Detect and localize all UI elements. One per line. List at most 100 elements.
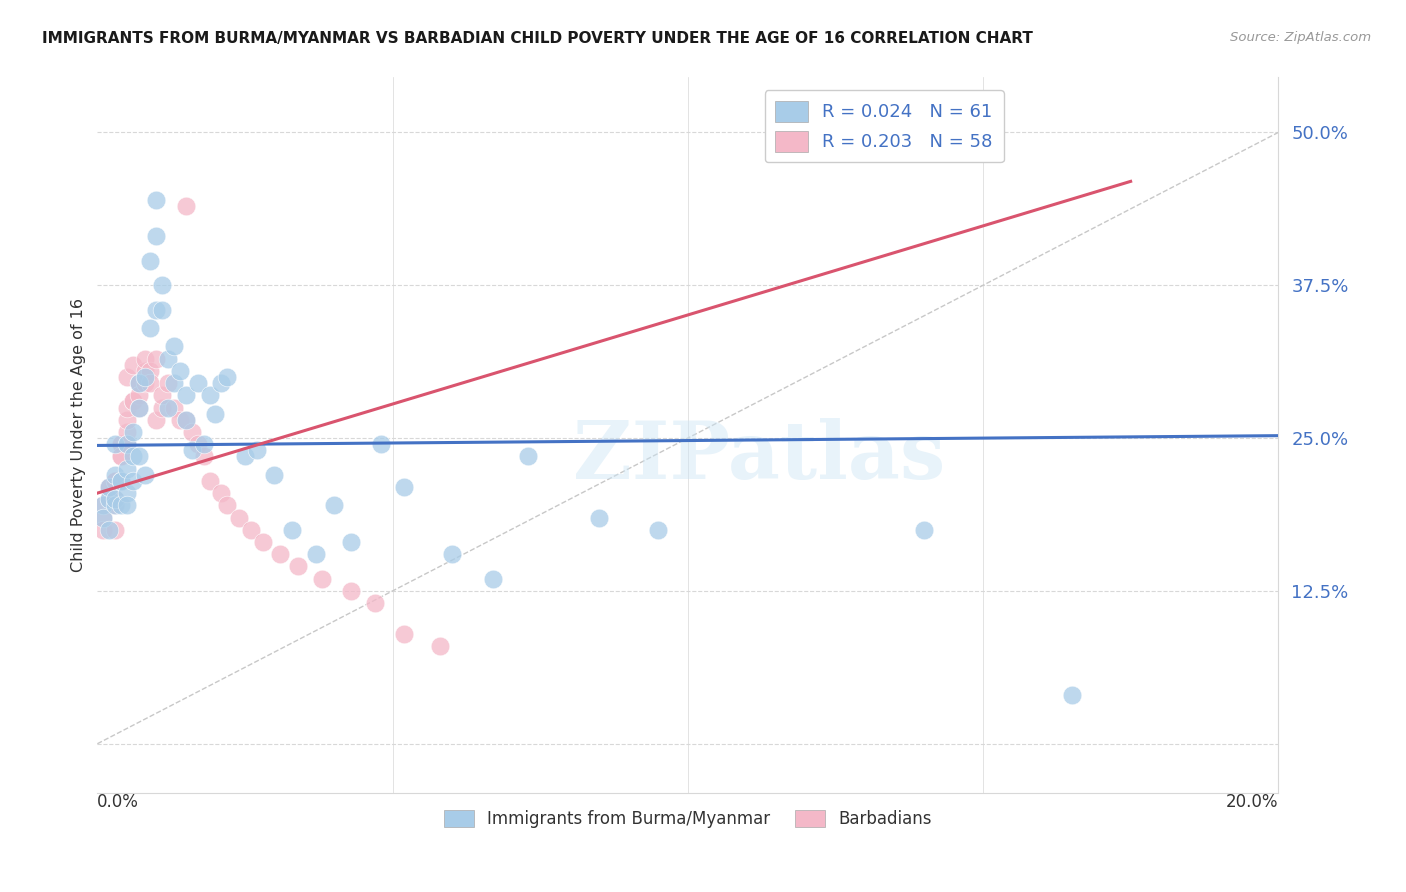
Point	[429, 639, 451, 653]
Point	[134, 467, 156, 482]
Point	[394, 480, 416, 494]
Point	[91, 523, 114, 537]
Point	[281, 523, 304, 537]
Point	[98, 480, 121, 494]
Point	[98, 480, 121, 494]
Point	[134, 364, 156, 378]
Point	[128, 376, 150, 390]
Point	[121, 425, 143, 439]
Point	[98, 523, 121, 537]
Point	[217, 370, 239, 384]
Point	[287, 559, 309, 574]
Point	[128, 376, 150, 390]
Point	[115, 437, 138, 451]
Point	[91, 499, 114, 513]
Point	[121, 358, 143, 372]
Point	[340, 583, 363, 598]
Point	[145, 351, 167, 366]
Point	[104, 437, 127, 451]
Point	[104, 474, 127, 488]
Point	[128, 388, 150, 402]
Point	[104, 499, 127, 513]
Point	[912, 523, 935, 537]
Legend: Immigrants from Burma/Myanmar, Barbadians: Immigrants from Burma/Myanmar, Barbadian…	[437, 803, 939, 834]
Point	[145, 413, 167, 427]
Point	[174, 413, 197, 427]
Point	[98, 492, 121, 507]
Point	[246, 443, 269, 458]
Point	[145, 302, 167, 317]
Y-axis label: Child Poverty Under the Age of 16: Child Poverty Under the Age of 16	[72, 298, 86, 572]
Point	[157, 376, 180, 390]
Point	[180, 443, 202, 458]
Point	[104, 523, 127, 537]
Point	[139, 253, 162, 268]
Point	[128, 376, 150, 390]
Point	[193, 450, 215, 464]
Point	[174, 413, 197, 427]
Point	[217, 499, 239, 513]
Point	[150, 401, 173, 415]
Point	[263, 467, 285, 482]
Point	[98, 480, 121, 494]
Point	[115, 437, 138, 451]
Point	[517, 450, 540, 464]
Point	[233, 450, 256, 464]
Point	[163, 401, 186, 415]
Point	[115, 486, 138, 500]
Point	[139, 364, 162, 378]
Point	[169, 364, 191, 378]
Point	[91, 499, 114, 513]
Point	[239, 523, 262, 537]
Point	[305, 547, 328, 561]
Point	[98, 480, 121, 494]
Point	[269, 547, 291, 561]
Point	[145, 229, 167, 244]
Point	[110, 474, 132, 488]
Point	[364, 596, 387, 610]
Point	[110, 499, 132, 513]
Point	[169, 413, 191, 427]
Text: 20.0%: 20.0%	[1226, 793, 1278, 811]
Point	[174, 388, 197, 402]
Text: ZIPatlas: ZIPatlas	[572, 417, 945, 495]
Point	[180, 425, 202, 439]
Point	[121, 450, 143, 464]
Point	[370, 437, 392, 451]
Point	[394, 626, 416, 640]
Point	[198, 474, 221, 488]
Point	[91, 510, 114, 524]
Point	[115, 413, 138, 427]
Point	[134, 351, 156, 366]
Point	[204, 407, 226, 421]
Point	[110, 474, 132, 488]
Point	[134, 370, 156, 384]
Point	[115, 425, 138, 439]
Point	[110, 450, 132, 464]
Point	[228, 510, 250, 524]
Point	[174, 199, 197, 213]
Point	[588, 510, 610, 524]
Text: IMMIGRANTS FROM BURMA/MYANMAR VS BARBADIAN CHILD POVERTY UNDER THE AGE OF 16 COR: IMMIGRANTS FROM BURMA/MYANMAR VS BARBADI…	[42, 31, 1033, 46]
Point	[104, 492, 127, 507]
Point	[121, 394, 143, 409]
Point	[104, 499, 127, 513]
Point	[139, 376, 162, 390]
Point	[150, 278, 173, 293]
Point	[128, 450, 150, 464]
Point	[121, 474, 143, 488]
Point	[150, 388, 173, 402]
Point	[187, 437, 209, 451]
Text: Source: ZipAtlas.com: Source: ZipAtlas.com	[1230, 31, 1371, 45]
Point	[252, 535, 274, 549]
Text: 0.0%: 0.0%	[97, 793, 139, 811]
Point	[128, 401, 150, 415]
Point	[647, 523, 669, 537]
Point	[104, 492, 127, 507]
Point	[115, 370, 138, 384]
Point	[1060, 688, 1083, 702]
Point	[163, 376, 186, 390]
Point	[115, 499, 138, 513]
Point	[482, 572, 505, 586]
Point	[139, 321, 162, 335]
